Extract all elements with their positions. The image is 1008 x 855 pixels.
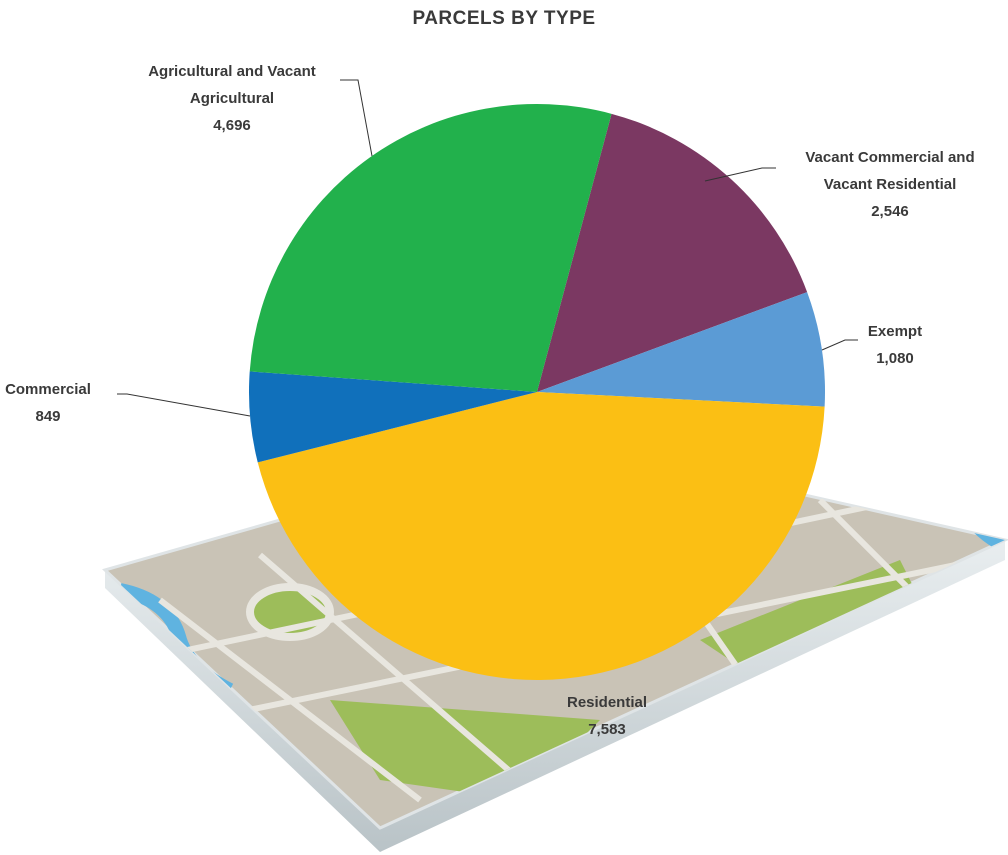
- pie-slice: [249, 371, 537, 463]
- category-label: Agricultural and Vacant Agricultural: [148, 63, 316, 107]
- chart-title: PARCELS BY TYPE: [412, 8, 596, 29]
- category-label: Vacant Commercial and Vacant Residential: [805, 149, 975, 193]
- value-label: 4,696: [213, 117, 251, 134]
- pie-slice: [257, 392, 825, 680]
- leader-lines: [117, 79, 858, 417]
- pie-slice: [537, 292, 825, 407]
- category-label: Commercial: [5, 381, 91, 398]
- value-label: 2,546: [871, 203, 909, 220]
- value-label: 1,080: [876, 350, 914, 367]
- pie-slice: [537, 113, 808, 393]
- category-label: Residential: [566, 694, 648, 711]
- category-label: Exempt: [867, 323, 923, 340]
- slice-label: Agricultural and Vacant Agricultural 4,69…: [132, 58, 332, 139]
- value-label: 7,583: [588, 721, 626, 738]
- pie-slice: [249, 104, 612, 393]
- value-label: 849: [35, 408, 61, 425]
- slice-label: Residential 7,583: [507, 689, 707, 743]
- slice-label: Vacant Commercial and Vacant Residential…: [790, 144, 990, 225]
- slice-label: Commercial 849: [0, 376, 148, 430]
- slice-label: Exempt 1,080: [795, 318, 995, 372]
